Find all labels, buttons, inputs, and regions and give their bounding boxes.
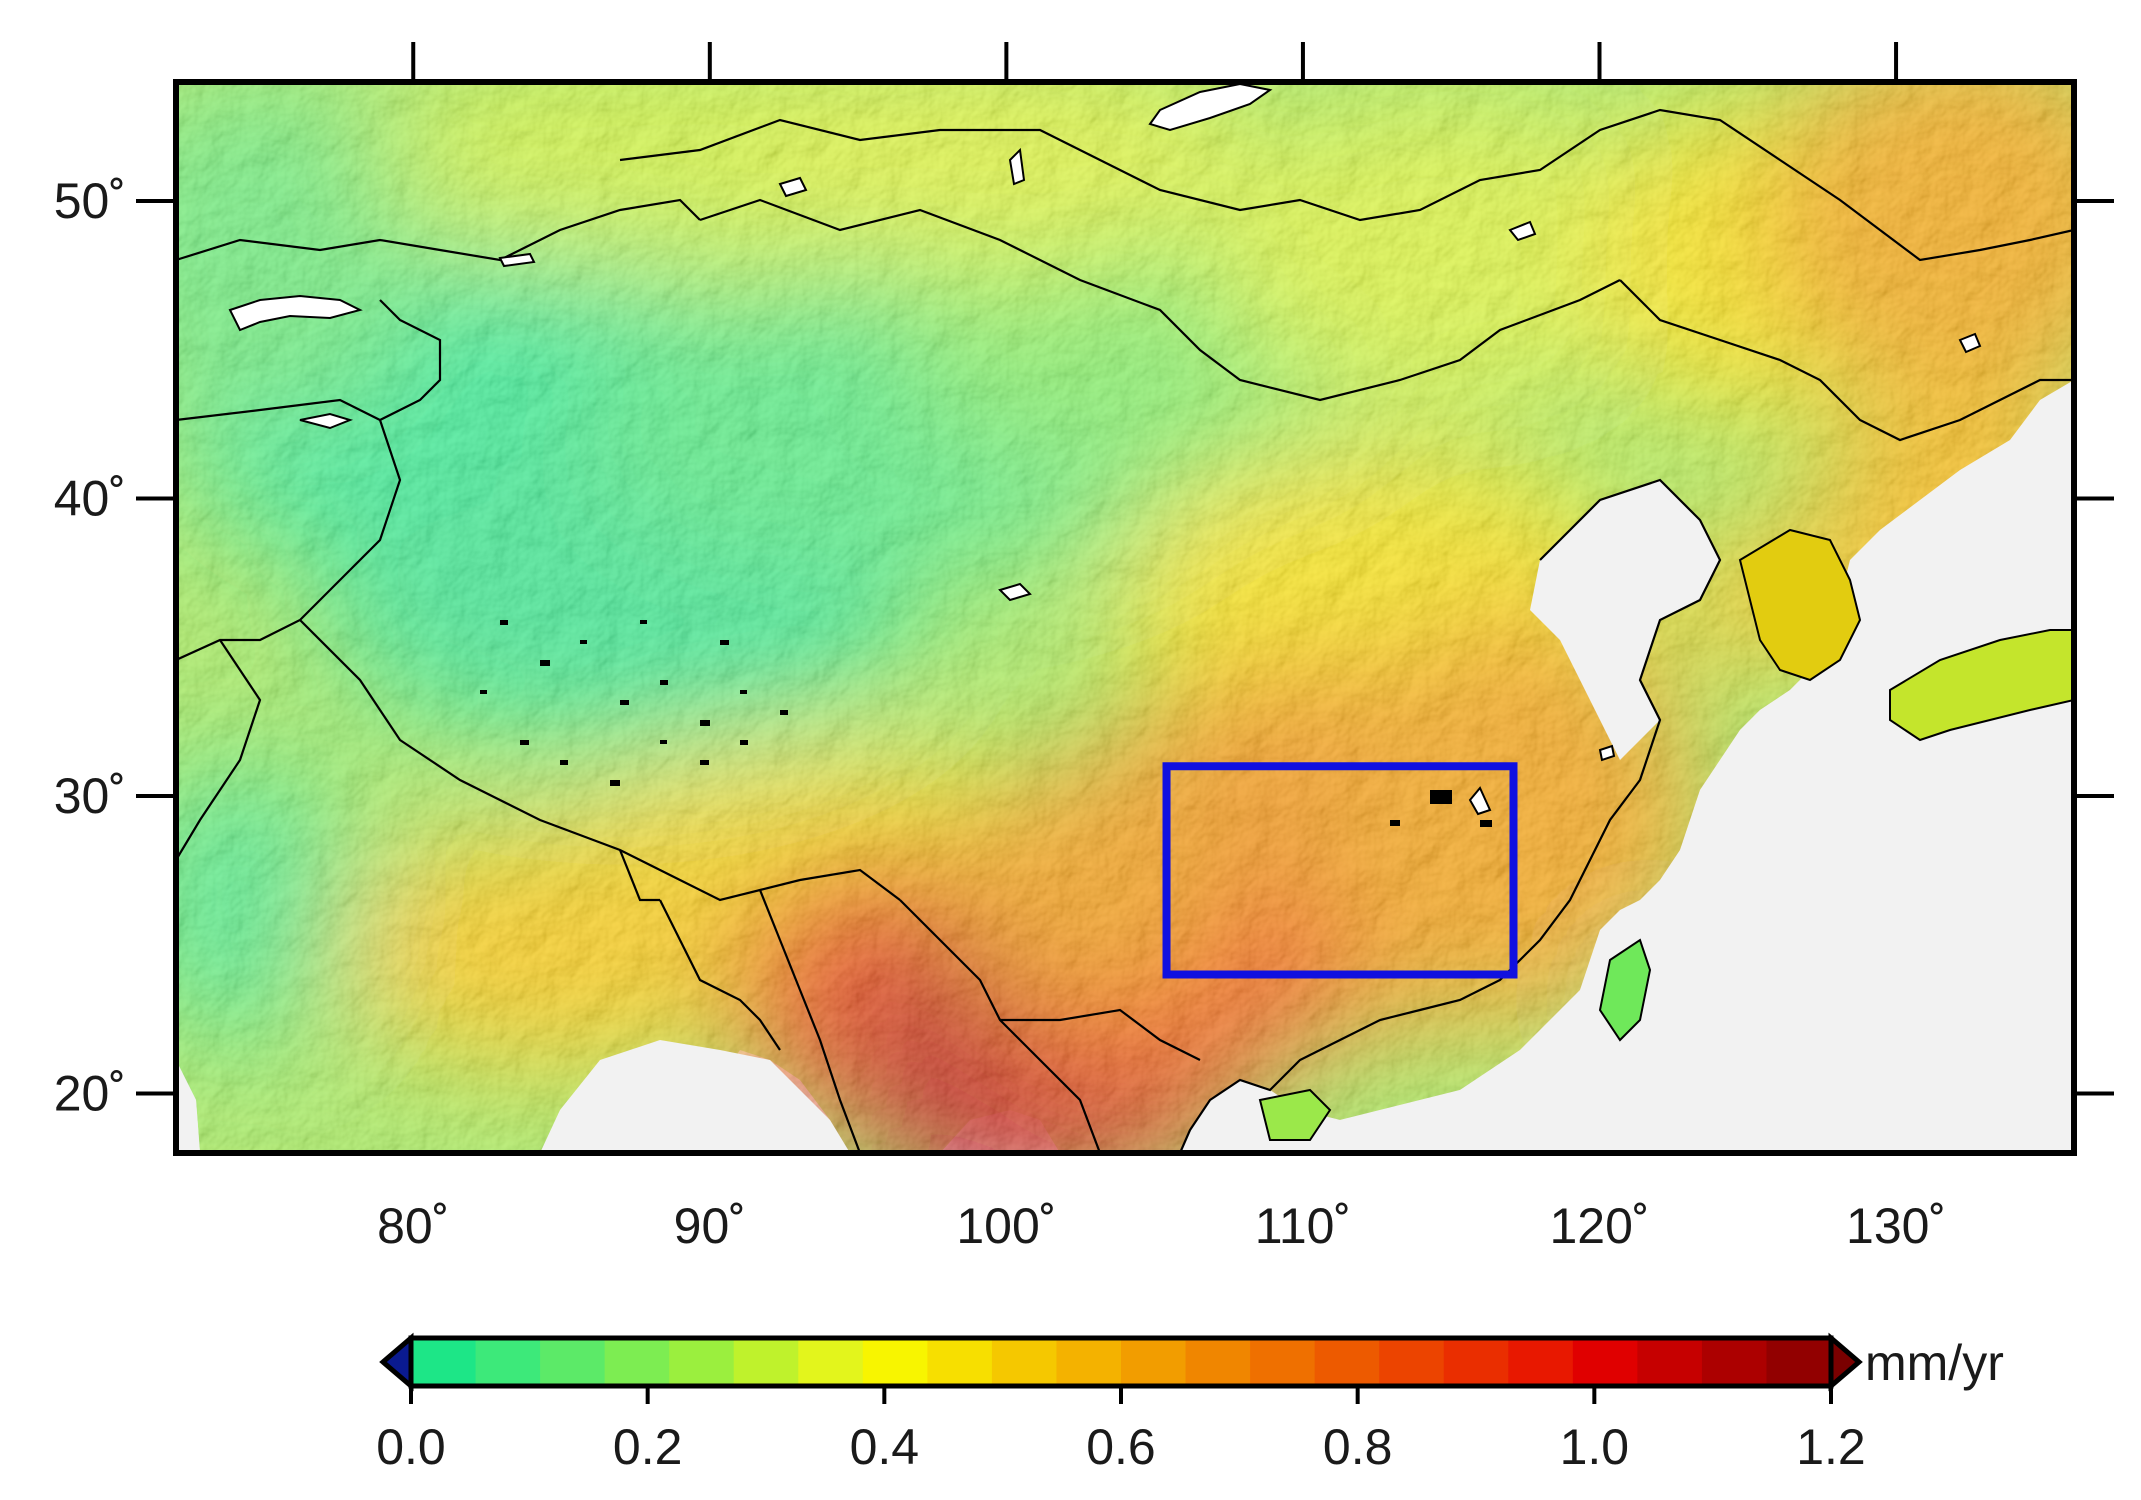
lake-baikal (1148, 82, 1273, 132)
colorbar-tick-label: 1.0 (1560, 1419, 1630, 1475)
x-axis: 80˚ 90˚ 100˚ 110˚ 120˚ 130˚ (377, 42, 1946, 1254)
colorbar-tick-label: 0.8 (1323, 1419, 1393, 1475)
x-tick-label: 100˚ (956, 1198, 1056, 1254)
x-tick-label: 110˚ (1255, 1198, 1351, 1254)
korean-peninsula (1738, 528, 1862, 682)
lake-hulun (1508, 220, 1537, 242)
border-myanmar (758, 889, 862, 1153)
colorbar-swatch (540, 1338, 606, 1386)
x-tick-label: 80˚ (377, 1198, 449, 1254)
colorbar-swatch (475, 1338, 541, 1386)
x-tick-label: 90˚ (674, 1198, 746, 1254)
pacific-ocean (1180, 380, 2074, 1153)
y-tick-label: 50˚ (54, 173, 126, 229)
lake-zaysan (498, 252, 536, 268)
borders-coastlines (176, 108, 2074, 1153)
colorbar-tick-label: 0.2 (613, 1419, 683, 1475)
colorbar-swatch (1185, 1338, 1251, 1386)
border-india-east (618, 849, 660, 902)
colorbar-tick-label: 1.2 (1796, 1419, 1866, 1475)
hainan (1258, 1088, 1332, 1141)
taiwan (1598, 938, 1652, 1042)
colorbar-above-triangle (1828, 1332, 1863, 1392)
map-panel (176, 82, 2074, 1153)
study-area-box (1162, 762, 1518, 979)
coastline-china (1178, 478, 1722, 1153)
bay-of-bengal (540, 1040, 850, 1153)
colorbar-swatch (1056, 1338, 1122, 1386)
border-mongolia-russia (619, 108, 2074, 262)
border-himalaya (299, 619, 901, 902)
colorbar-swatch (862, 1338, 928, 1386)
border-india-bangladesh (659, 899, 781, 1051)
x-tick-label: 130˚ (1846, 1198, 1946, 1254)
border-china-mongolia (699, 198, 1621, 402)
x-tick-label: 120˚ (1549, 1198, 1649, 1254)
border-laos-vietnam (1000, 1008, 1201, 1061)
colorbar-swatch (1701, 1338, 1768, 1386)
colorbar-swatch (733, 1338, 799, 1386)
colorbar-below-triangle (379, 1332, 414, 1392)
lake-uvs (778, 176, 808, 198)
lake-balkhash (228, 294, 363, 332)
colorbar-swatch (1121, 1338, 1187, 1386)
colorbar-swatch (991, 1338, 1058, 1386)
colorbar-swatch (669, 1338, 735, 1386)
y-axis: 20˚ 30˚ 40˚ 50˚ (54, 173, 2114, 1122)
y-tick-label: 30˚ (54, 768, 126, 824)
arabian-sea (176, 1060, 200, 1153)
colorbar: 0.0 0.2 0.4 0.6 0.8 1.0 1.2 mm/yr (376, 1332, 2004, 1475)
lakes (228, 82, 1982, 816)
colorbar-swatch (1637, 1338, 1703, 1386)
colorbar-unit-label: mm/yr (1865, 1335, 2004, 1391)
lake-khovsgol (1008, 147, 1026, 186)
border-central-asia (176, 299, 442, 422)
lake-taihu (1598, 744, 1616, 762)
border-china-west (176, 419, 402, 662)
ocean-areas (176, 380, 2074, 1153)
colorbar-swatch (1443, 1338, 1509, 1386)
y-tick-label: 40˚ (54, 471, 126, 527)
border-india-pakistan (176, 639, 262, 861)
colorbar-tick-label: 0.4 (850, 1419, 920, 1475)
border-kazakhstan (176, 198, 701, 262)
land-color-field (176, 82, 2074, 1153)
colorbar-swatch (604, 1338, 670, 1386)
lake-issyk-kul (299, 412, 354, 430)
lake-qinghai (998, 582, 1032, 602)
japan-kyushu-honshu (1889, 629, 2074, 742)
northeast-asia-land (1258, 528, 2074, 1141)
colorbar-swatch (1314, 1338, 1380, 1386)
colorbar-swatch (1508, 1338, 1574, 1386)
colorbar-swatch (411, 1338, 477, 1386)
colorbar-swatch (1766, 1338, 1832, 1386)
lake-poyang (1468, 786, 1492, 816)
colorbar-tick-label: 0.0 (376, 1419, 446, 1475)
map-frame (173, 79, 2077, 1156)
border-northeast-china (1619, 279, 2074, 442)
colorbar-swatch (1572, 1338, 1638, 1386)
lake-khanka (1958, 332, 1982, 354)
y-tick-label: 20˚ (54, 1066, 126, 1122)
bohai-yellow-sea (1530, 480, 1720, 760)
colorbar-swatch (927, 1338, 993, 1386)
tibetan-lakes (480, 620, 1492, 827)
colorbar-tick-label: 0.6 (1086, 1419, 1156, 1475)
colorbar-swatch (1250, 1338, 1316, 1386)
colorbar-swatch (798, 1338, 864, 1386)
colorbar-swatch (1379, 1338, 1445, 1386)
